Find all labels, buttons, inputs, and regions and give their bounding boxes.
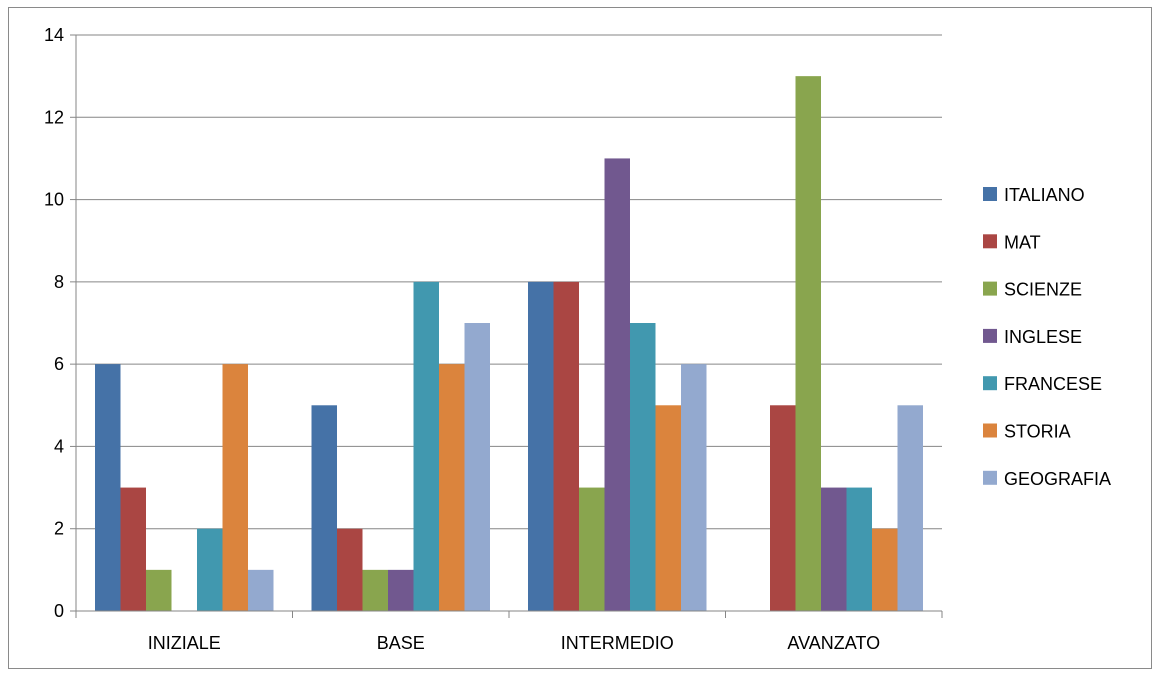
bar-geografia-base (465, 323, 491, 611)
bar-geografia-intermedio (681, 364, 707, 611)
legend-label: ITALIANO (1004, 185, 1085, 205)
y-tick-label: 10 (44, 190, 64, 210)
bar-geografia-avanzato (898, 405, 924, 611)
legend-label: MAT (1004, 232, 1041, 252)
bar-italiano-base (312, 405, 338, 611)
bar-italiano-iniziale (95, 364, 121, 611)
legend-swatch (983, 187, 997, 201)
legend-swatch (983, 282, 997, 296)
bar-scienze-intermedio (579, 488, 605, 611)
y-tick-label: 4 (54, 436, 64, 456)
x-tick-label: AVANZATO (787, 633, 880, 653)
y-tick-label: 0 (54, 601, 64, 621)
legend-swatch (983, 329, 997, 343)
legend-label: INGLESE (1004, 327, 1082, 347)
legend-swatch (983, 471, 997, 485)
legend-swatch (983, 376, 997, 390)
bar-inglese-base (388, 570, 414, 611)
bar-geografia-iniziale (248, 570, 274, 611)
bar-francese-intermedio (630, 323, 656, 611)
bar-francese-base (414, 282, 440, 611)
y-tick-label: 14 (44, 25, 64, 45)
legend: ITALIANO MAT SCIENZE INGLESE FRANCESE STORIA G… (983, 185, 1111, 489)
bar-storia-base (439, 364, 465, 611)
legend-label: FRANCESE (1004, 374, 1102, 394)
bar-scienze-base (363, 570, 389, 611)
bar-mat-base (337, 529, 363, 611)
bar-storia-avanzato (872, 529, 898, 611)
bar-mat-iniziale (121, 488, 147, 611)
bar-francese-iniziale (197, 529, 223, 611)
bar-storia-iniziale (223, 364, 249, 611)
x-tick-label: INTERMEDIO (561, 633, 674, 653)
x-tick-label: BASE (377, 633, 425, 653)
bar-mat-avanzato (770, 405, 796, 611)
legend-swatch (983, 234, 997, 248)
bar-storia-intermedio (656, 405, 682, 611)
bar-francese-avanzato (847, 488, 873, 611)
legend-label: SCIENZE (1004, 280, 1082, 300)
bar-scienze-iniziale (146, 570, 172, 611)
bar-mat-intermedio (554, 282, 580, 611)
y-tick-label: 12 (44, 107, 64, 127)
bar-scienze-avanzato (796, 76, 822, 611)
y-tick-label: 2 (54, 519, 64, 539)
legend-label: GEOGRAFIA (1004, 469, 1111, 489)
bars (95, 76, 923, 611)
bar-inglese-avanzato (821, 488, 847, 611)
legend-label: STORIA (1004, 422, 1071, 442)
y-tick-label: 6 (54, 354, 64, 374)
x-tick-label: INIZIALE (148, 633, 221, 653)
bar-inglese-intermedio (605, 158, 631, 611)
y-axis-tick-labels: 0 2 4 6 8 10 12 14 (44, 25, 64, 621)
y-tick-label: 8 (54, 272, 64, 292)
legend-swatch (983, 424, 997, 438)
x-axis-tick-labels: INIZIALE BASE INTERMEDIO AVANZATO (148, 633, 880, 653)
bar-italiano-intermedio (528, 282, 554, 611)
